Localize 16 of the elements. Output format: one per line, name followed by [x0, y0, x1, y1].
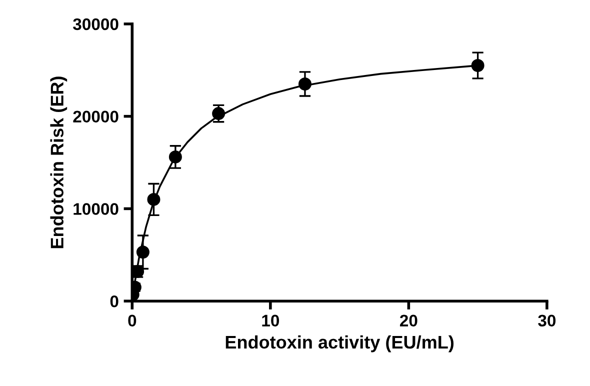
y-tick-label: 20000 — [73, 110, 118, 123]
x-tick-label: 10 — [262, 314, 280, 327]
x-tick-label: 0 — [128, 314, 136, 327]
point — [212, 107, 226, 120]
x-tick-label: 20 — [400, 314, 418, 327]
y-tick-label: 0 — [110, 295, 118, 308]
y-tick-label: 10000 — [74, 203, 118, 215]
point — [147, 192, 160, 206]
point — [168, 150, 182, 164]
y-axis-title: Endotoxin Risk (ER) — [50, 76, 68, 248]
x-axis-title: Endotoxin activity (EU/mL) — [226, 335, 454, 352]
x-tick-label: 30 — [538, 314, 556, 327]
y-tick-label: 30000 — [73, 18, 118, 30]
point — [298, 77, 312, 90]
point — [471, 59, 484, 72]
point — [136, 246, 150, 259]
